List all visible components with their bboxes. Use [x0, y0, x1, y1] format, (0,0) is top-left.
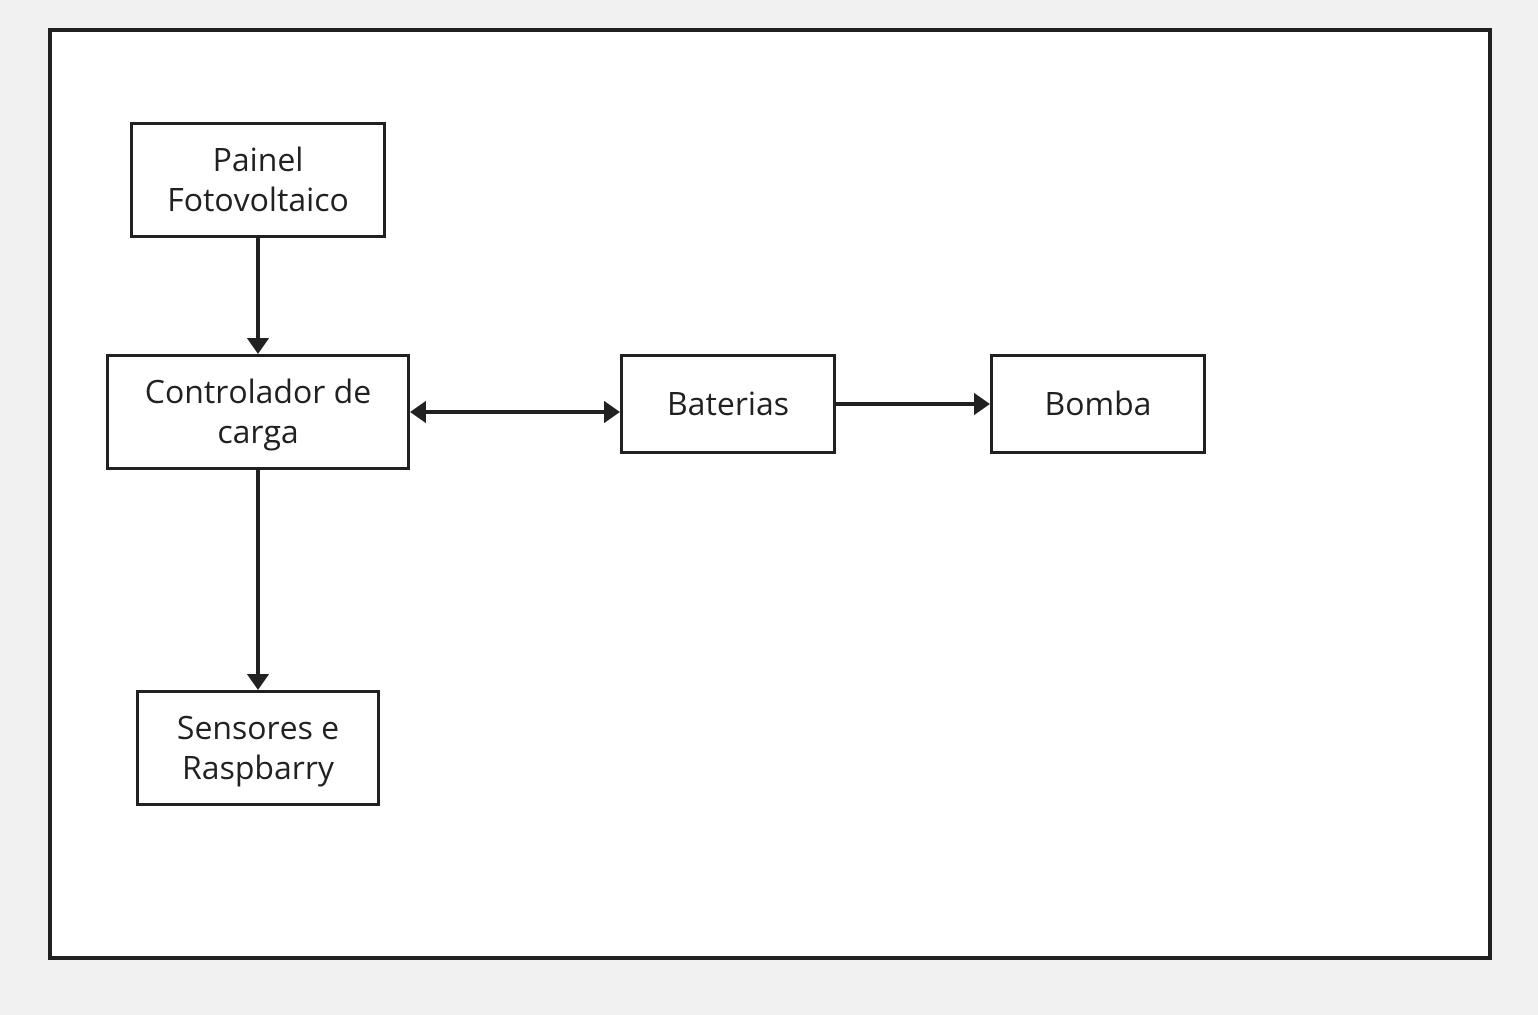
node-baterias: Baterias [620, 354, 836, 454]
node-painel: PainelFotovoltaico [130, 122, 386, 238]
node-label: Bomba [1045, 384, 1152, 424]
node-sensores: Sensores eRaspbarry [136, 690, 380, 806]
node-controlador: Controlador decarga [106, 354, 410, 470]
node-label: Sensores eRaspbarry [177, 708, 339, 788]
node-bomba: Bomba [990, 354, 1206, 454]
node-label: PainelFotovoltaico [167, 140, 349, 220]
node-label: Baterias [667, 384, 789, 424]
node-label: Controlador decarga [145, 372, 371, 452]
